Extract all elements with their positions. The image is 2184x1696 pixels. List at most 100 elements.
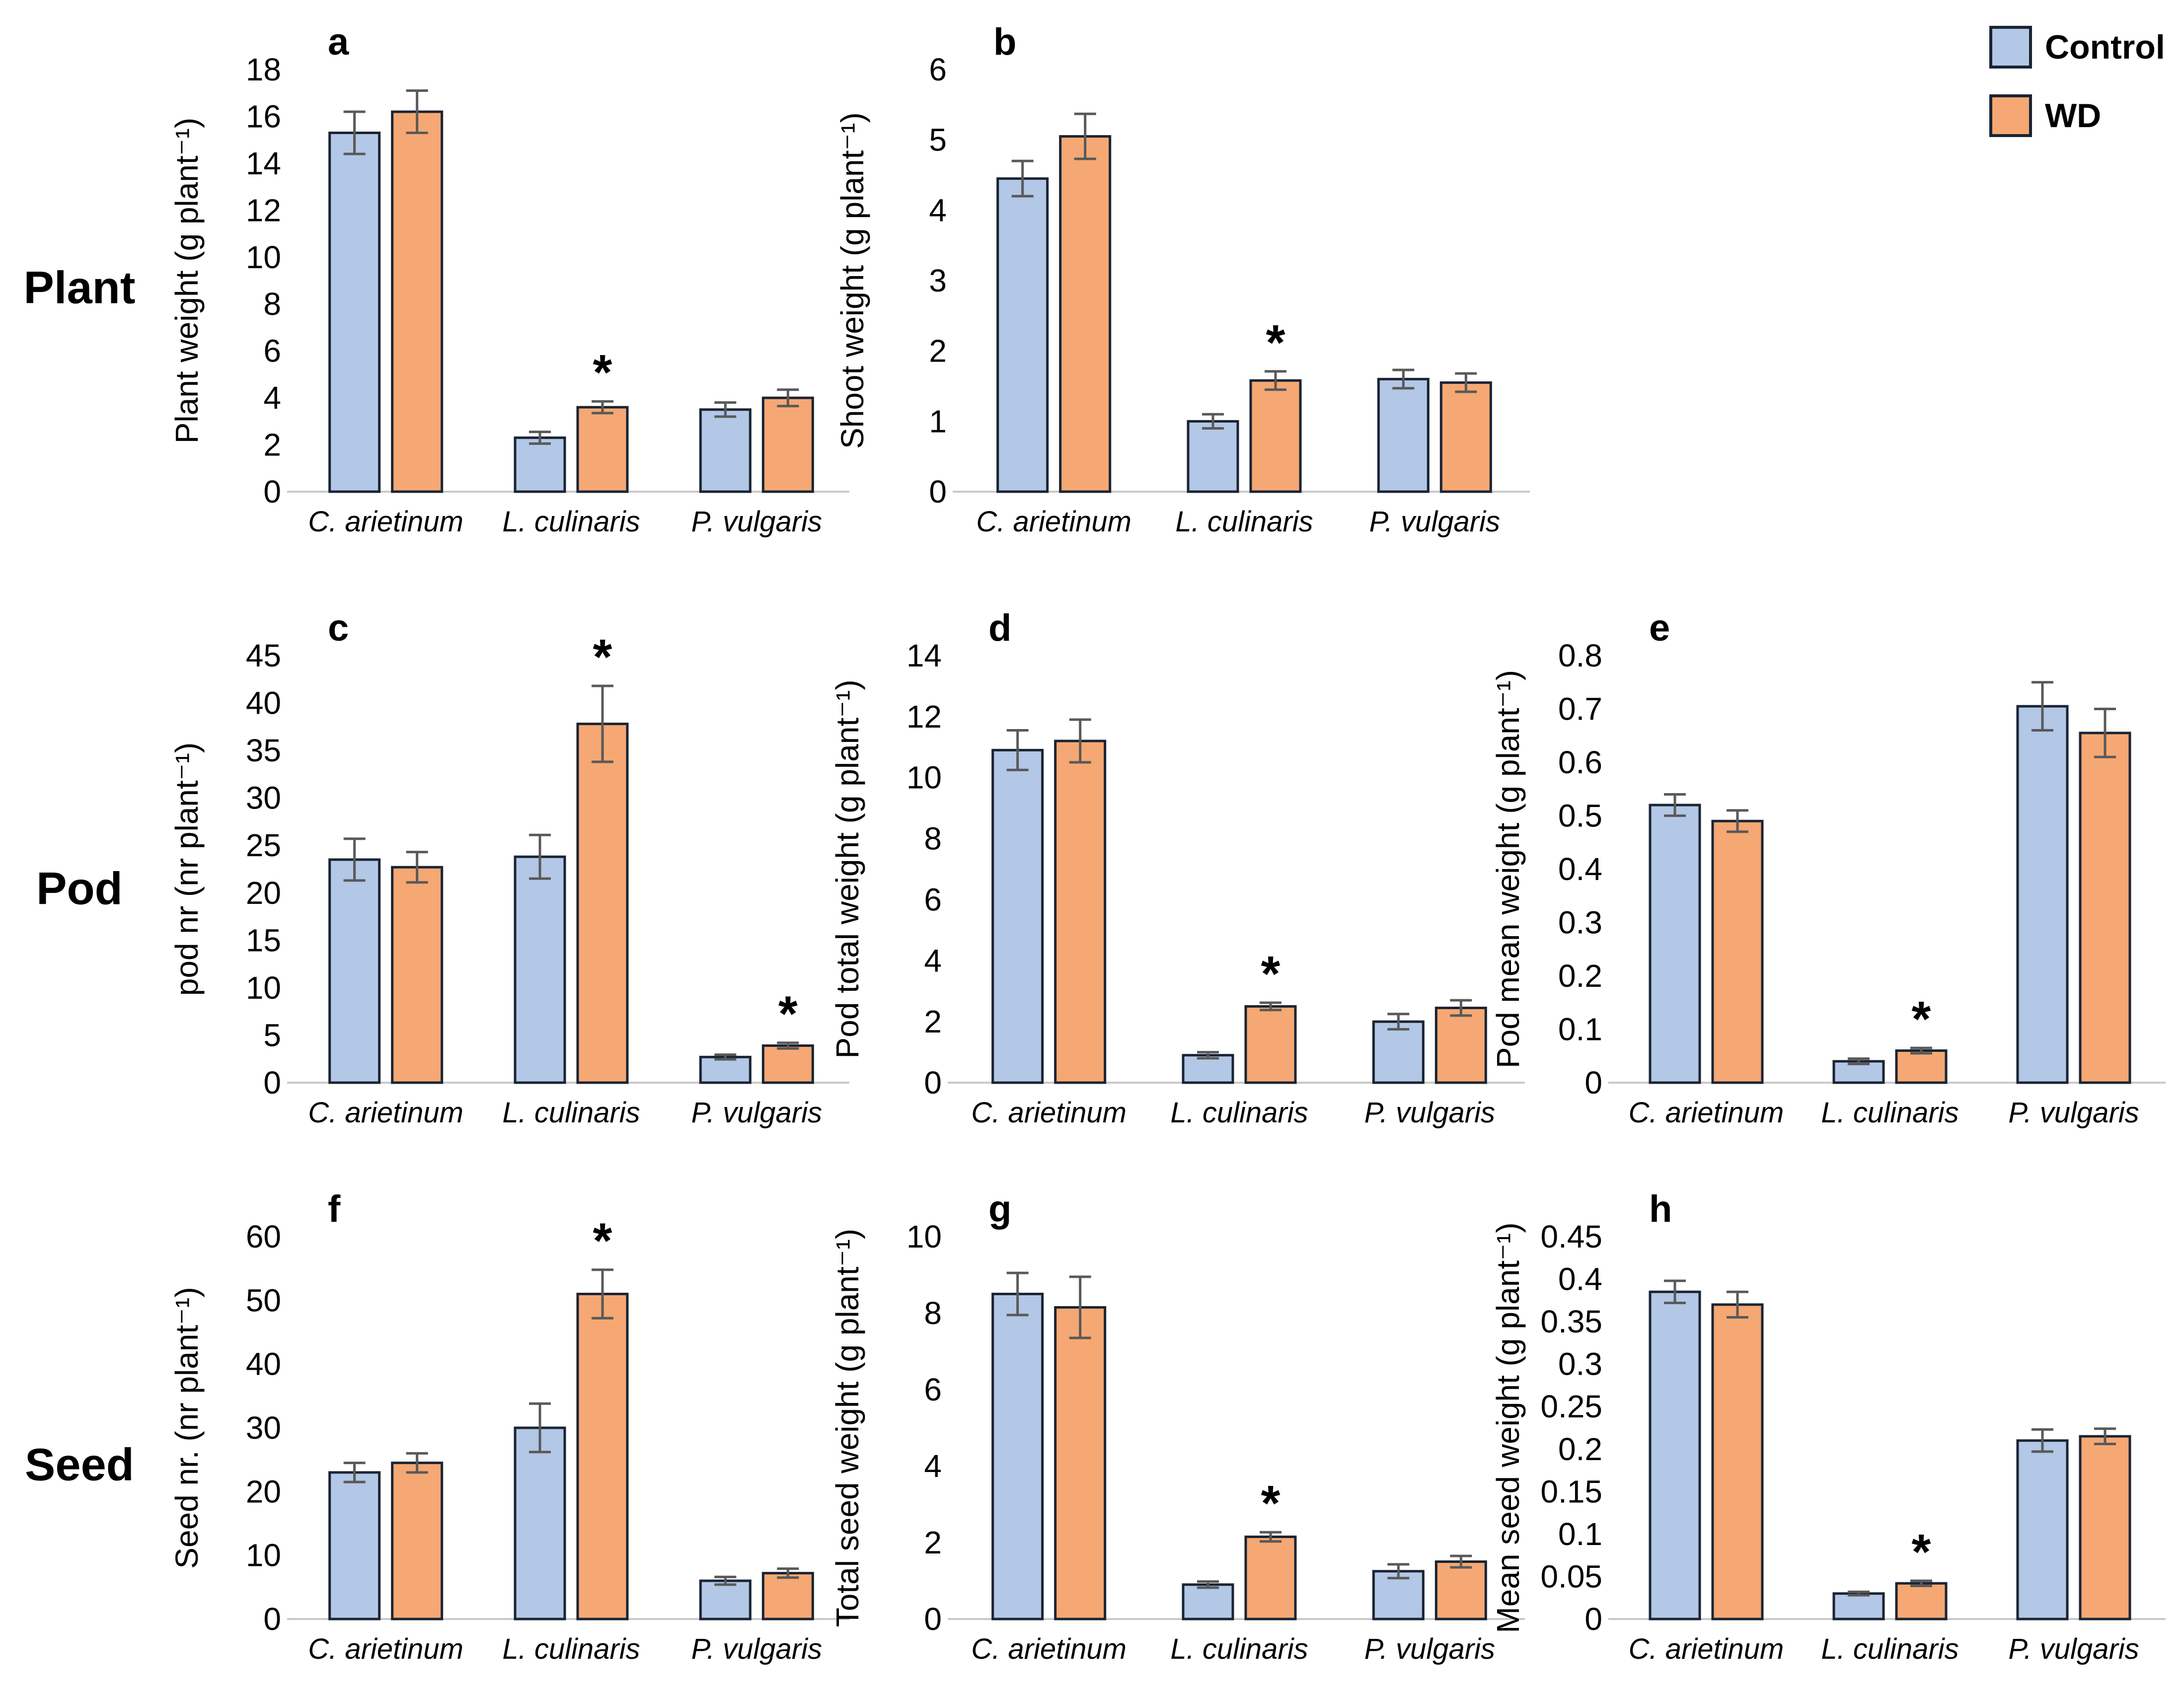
y-tick-label: 60 <box>246 1219 281 1254</box>
y-tick-label: 0 <box>1584 1065 1602 1101</box>
y-tick-label: 0.45 <box>1540 1219 1602 1254</box>
bar-control-0 <box>996 177 1049 493</box>
y-tick-label: 0.5 <box>1558 798 1602 834</box>
y-tick-label: 4 <box>924 1448 942 1484</box>
bar-control-2 <box>2016 1439 2069 1621</box>
y-tick-label: 8 <box>263 286 281 322</box>
y-tick-label: 20 <box>246 875 281 911</box>
panel-c: 0 5 10 15 20 25 30 35 40 45 pod nr (nr plant⁻¹) c C.… <box>169 596 864 1157</box>
y-tick-label: 12 <box>246 192 281 228</box>
y-axis-title: Shoot weight (g plant⁻¹) <box>834 112 870 449</box>
chart-h: 0 0.05 0.1 0.15 0.2 0.25 0.3 0.35 0.4 0.45 Mean se… <box>1490 1188 2166 1665</box>
legend: Control WD <box>1989 26 2165 137</box>
y-tick-label: 0.3 <box>1558 905 1602 941</box>
bar-wd-1 <box>1244 1535 1297 1621</box>
y-tick-label: 4 <box>929 192 947 228</box>
panel-a: 0 2 4 6 8 10 12 14 16 18 Plant weight (g plant⁻¹) a… <box>169 10 864 566</box>
category-label: P. vulgaris <box>2008 1633 2139 1665</box>
bar-wd-2 <box>761 396 814 493</box>
panel-letter: e <box>1649 607 1670 649</box>
bar-wd-2 <box>761 1572 814 1621</box>
panel-h: 0 0.05 0.1 0.15 0.2 0.25 0.3 0.35 0.4 0.45 Mean se… <box>1490 1177 2181 1694</box>
panel-letter: c <box>328 607 349 649</box>
category-label: P. vulgaris <box>1364 1097 1495 1129</box>
category-label: C. arietinum <box>1629 1633 1784 1665</box>
significance-asterisk: * <box>1266 315 1285 370</box>
bar-wd-2 <box>2079 732 2131 1084</box>
bar-control-1 <box>1187 420 1239 493</box>
bar-wd-0 <box>1059 135 1112 493</box>
bar-control-2 <box>1372 1020 1425 1084</box>
panel-letter: d <box>988 607 1011 649</box>
y-tick-label: 0.6 <box>1558 744 1602 780</box>
bar-wd-2 <box>1434 1007 1487 1084</box>
y-tick-label: 0 <box>263 1065 281 1101</box>
bar-wd-2 <box>1434 1560 1487 1621</box>
bar-wd-2 <box>761 1044 814 1084</box>
row-label-seed: Seed <box>25 1439 134 1490</box>
y-tick-label: 4 <box>924 943 942 978</box>
y-tick-label: 16 <box>246 98 281 134</box>
bar-control-1 <box>514 1426 566 1621</box>
legend-label-control: Control <box>2045 28 2165 66</box>
chart-d: 0 2 4 6 8 10 12 14 Pod total weight (g plant⁻¹) d… <box>829 607 1525 1129</box>
y-tick-label: 8 <box>924 1295 942 1331</box>
y-axis-title: Mean seed weight (g plant⁻¹) <box>1490 1222 1526 1633</box>
y-tick-label: 6 <box>929 52 947 87</box>
significance-asterisk: * <box>1912 991 1931 1047</box>
bar-control-1 <box>1182 1054 1234 1084</box>
bar-control-0 <box>328 132 381 493</box>
y-tick-label: 12 <box>906 699 942 735</box>
chart-g: 0 2 4 6 8 10 Total seed weight (g plant⁻¹) g C. … <box>829 1188 1525 1665</box>
bar-wd-1 <box>576 406 629 493</box>
y-tick-label: 0 <box>1584 1601 1602 1637</box>
y-tick-label: 0.25 <box>1540 1389 1602 1424</box>
bar-control-2 <box>699 408 752 493</box>
y-tick-label: 1 <box>929 403 947 439</box>
category-label: C. arietinum <box>308 506 463 538</box>
panel-letter: b <box>993 21 1016 63</box>
bar-wd-1 <box>1895 1049 1948 1084</box>
significance-asterisk: * <box>593 1213 612 1269</box>
y-tick-label: 6 <box>263 333 281 369</box>
y-tick-label: 50 <box>246 1282 281 1318</box>
y-tick-label: 0.7 <box>1558 691 1602 727</box>
chart-b: 0 1 2 3 4 5 6 Shoot weight (g plant⁻¹) b C. ariet… <box>834 21 1530 538</box>
y-tick-label: 0 <box>263 474 281 510</box>
y-tick-label: 0.15 <box>1540 1474 1602 1509</box>
y-tick-label: 0.4 <box>1558 1261 1602 1297</box>
y-tick-label: 2 <box>929 333 947 369</box>
bar-control-2 <box>699 1055 752 1084</box>
y-tick-label: 0 <box>263 1601 281 1637</box>
y-tick-label: 5 <box>263 1017 281 1053</box>
y-tick-label: 0.2 <box>1558 1431 1602 1467</box>
bar-control-2 <box>1377 377 1430 493</box>
legend-label-wd: WD <box>2045 97 2102 135</box>
category-label: C. arietinum <box>308 1097 463 1129</box>
y-tick-label: 40 <box>246 1346 281 1382</box>
bar-control-2 <box>2016 705 2069 1084</box>
y-tick-label: 0 <box>924 1065 942 1101</box>
category-label: L. culinaris <box>1170 1633 1308 1665</box>
bar-wd-0 <box>1711 819 1764 1084</box>
row-label-plant: Plant <box>23 262 136 313</box>
y-tick-label: 35 <box>246 733 281 768</box>
bar-control-0 <box>1649 804 1701 1084</box>
y-tick-label: 10 <box>906 1219 942 1254</box>
panel-letter: g <box>988 1188 1011 1230</box>
category-label: L. culinaris <box>1175 506 1313 538</box>
legend-item-wd: WD <box>1989 94 2165 137</box>
bar-control-1 <box>514 436 566 493</box>
bar-wd-0 <box>1054 1306 1107 1621</box>
category-label: L. culinaris <box>1821 1097 1958 1129</box>
chart-e: 0 0.1 0.2 0.3 0.4 0.5 0.6 0.7 0.8 Pod mean weight… <box>1490 607 2166 1129</box>
y-tick-label: 10 <box>246 1538 281 1573</box>
y-tick-label: 25 <box>246 827 281 863</box>
bar-control-1 <box>1832 1592 1885 1621</box>
panel-d: 0 2 4 6 8 10 12 14 Pod total weight (g plant⁻¹) d… <box>829 596 1540 1157</box>
y-tick-label: 10 <box>246 239 281 275</box>
y-tick-label: 14 <box>246 146 281 181</box>
significance-asterisk: * <box>778 986 798 1042</box>
y-tick-label: 5 <box>929 122 947 158</box>
